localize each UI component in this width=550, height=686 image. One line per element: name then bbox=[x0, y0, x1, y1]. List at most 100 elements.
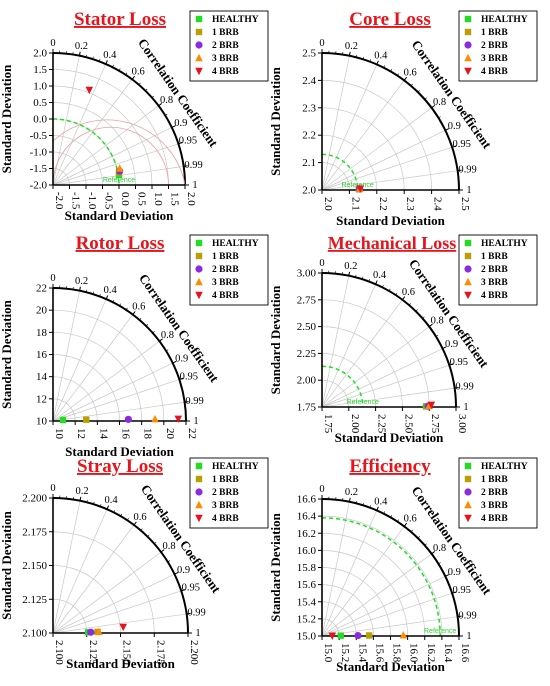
y-axis-label: Standard Deviation bbox=[0, 64, 14, 173]
std-grid-arc bbox=[52, 309, 165, 422]
corr-tick-label: 0.99 bbox=[185, 396, 203, 407]
corr-tick-label: 0 bbox=[319, 258, 324, 269]
corr-tick-label: 1 bbox=[193, 416, 198, 427]
x-tick-label: 0.5 bbox=[136, 192, 148, 206]
legend-marker bbox=[195, 514, 203, 523]
corr-tick-label: 0.95 bbox=[182, 583, 200, 594]
y-tick-label: 3.00 bbox=[297, 268, 317, 280]
x-tick-label: 15.4 bbox=[356, 643, 368, 663]
x-axis-label: Standard Deviation bbox=[336, 213, 445, 228]
x-tick-label: -1.0 bbox=[86, 192, 98, 210]
corr-tick-label: 0.99 bbox=[458, 164, 476, 175]
legend-label: 4 BRB bbox=[481, 67, 508, 77]
legend-box bbox=[189, 10, 269, 82]
corr-grid-line bbox=[52, 379, 180, 422]
corr-grid-line bbox=[321, 553, 432, 637]
data-point-5 bbox=[328, 632, 337, 640]
std-grid-arc bbox=[52, 135, 103, 186]
legend-label: 1 BRB bbox=[212, 252, 239, 262]
legend: HEALTHY 1 BRB 2 BRB 3 BRB 4 BRB bbox=[458, 234, 538, 306]
corr-tick-label: 0.6 bbox=[404, 67, 417, 78]
outer-arc bbox=[321, 52, 460, 191]
corr-grid-line bbox=[321, 348, 443, 408]
x-tick-label: 2.175 bbox=[154, 640, 166, 665]
corr-tick-label: 0.9 bbox=[445, 339, 458, 350]
legend-label: 3 BRB bbox=[212, 54, 239, 64]
corr-tick-label: 0.4 bbox=[104, 495, 118, 506]
y-tick-label: 2.150 bbox=[22, 560, 47, 572]
legend-label: HEALTHY bbox=[212, 239, 259, 249]
legend-marker bbox=[195, 462, 203, 470]
y-tick-label: 2.50 bbox=[297, 321, 317, 333]
legend-marker bbox=[464, 53, 472, 62]
x-tick-label: 2.50 bbox=[402, 414, 414, 434]
std-grid-arc bbox=[321, 107, 405, 191]
corr-tick-label: 0.4 bbox=[104, 285, 118, 296]
y-tick-label: 2.175 bbox=[22, 526, 47, 538]
corr-grid-line bbox=[52, 524, 135, 634]
corr-grid-line bbox=[321, 129, 446, 191]
reference-arc bbox=[52, 118, 120, 186]
chart-title: Mechanical Loss bbox=[328, 233, 457, 253]
y-tick-label: 15.8 bbox=[297, 562, 317, 574]
chart-panel-2: Core Loss00.20.40.60.80.90.950.991Refere… bbox=[268, 9, 538, 228]
data-point-3 bbox=[124, 415, 132, 423]
x-tick-label: 1.0 bbox=[152, 192, 164, 206]
x-tick-label: 16 bbox=[120, 428, 132, 440]
x-tick-label: 3.00 bbox=[456, 414, 468, 434]
std-grid-arc bbox=[52, 354, 120, 422]
y-axis-label: Standard Deviation bbox=[268, 285, 283, 394]
corr-tick-label: 0.4 bbox=[374, 496, 388, 507]
x-axis-label: Standard Deviation bbox=[65, 444, 174, 459]
x-axis-label: Standard Deviation bbox=[66, 656, 175, 671]
legend-label: 1 BRB bbox=[481, 252, 508, 262]
chart-panel-5: Stray Loss 0 0.2 0.4 0.6 0.8 0.9 0.95 0.99 1 2.100… bbox=[0, 456, 269, 671]
std-grid-arc bbox=[321, 326, 403, 408]
corr-grid-line bbox=[321, 326, 430, 408]
legend-marker bbox=[195, 488, 203, 496]
legend-marker bbox=[195, 291, 203, 300]
y-tick-label: 15.4 bbox=[297, 596, 317, 608]
corr-grid-line bbox=[52, 298, 107, 422]
corr-grid-line bbox=[52, 401, 185, 422]
corr-tick-label: 1 bbox=[466, 631, 471, 642]
reference-arc bbox=[321, 517, 441, 637]
legend-marker bbox=[464, 291, 472, 300]
y-tick-label: 10 bbox=[36, 416, 48, 428]
legend-label: 3 BRB bbox=[212, 278, 239, 288]
y-tick-label: -0.5 bbox=[30, 130, 48, 142]
legend-label: 4 BRB bbox=[212, 291, 239, 301]
legend: HEALTHY 1 BRB 2 BRB 3 BRB 4 BRB bbox=[458, 457, 538, 529]
corr-tick-label: 0.2 bbox=[345, 41, 358, 52]
corr-tick-label: 0.95 bbox=[179, 136, 197, 147]
x-tick-label: 2.0 bbox=[185, 192, 197, 206]
y-tick-label: 0.5 bbox=[33, 97, 47, 109]
corr-grid-line bbox=[52, 613, 187, 634]
legend-marker bbox=[464, 500, 472, 509]
legend-label: HEALTHY bbox=[212, 462, 259, 472]
std-grid-arc bbox=[52, 376, 98, 422]
legend-marker bbox=[195, 41, 203, 49]
corr-grid-line bbox=[321, 616, 458, 637]
data-point-4 bbox=[399, 631, 408, 639]
y-axis-label: Standard Deviation bbox=[0, 299, 14, 408]
std-grid-arc bbox=[321, 515, 443, 637]
std-grid-arc bbox=[321, 584, 374, 637]
y-tick-label: 15.2 bbox=[297, 613, 316, 625]
data-point-3 bbox=[354, 631, 362, 640]
y-tick-label: 15.0 bbox=[297, 631, 317, 643]
y-tick-label: 16.6 bbox=[297, 494, 317, 506]
legend-marker bbox=[195, 277, 203, 286]
legend-label: 2 BRB bbox=[481, 265, 508, 275]
corr-grid-line bbox=[321, 575, 446, 637]
y-tick-label: 2.2 bbox=[302, 130, 316, 142]
x-tick-label: 16.0 bbox=[408, 643, 420, 663]
corr-tick-label: 0.2 bbox=[344, 261, 357, 272]
legend-marker bbox=[464, 488, 472, 496]
corr-tick-label: 0.2 bbox=[75, 276, 88, 287]
chart-panel-1: Stator Loss 0 0.2 0.4 0.6 0.8 0.9 0.95 0.99 1 Refe… bbox=[0, 9, 269, 223]
std-grid-arc bbox=[321, 532, 426, 637]
corr-grid-line bbox=[321, 501, 350, 637]
corr-grid-line bbox=[52, 500, 81, 634]
